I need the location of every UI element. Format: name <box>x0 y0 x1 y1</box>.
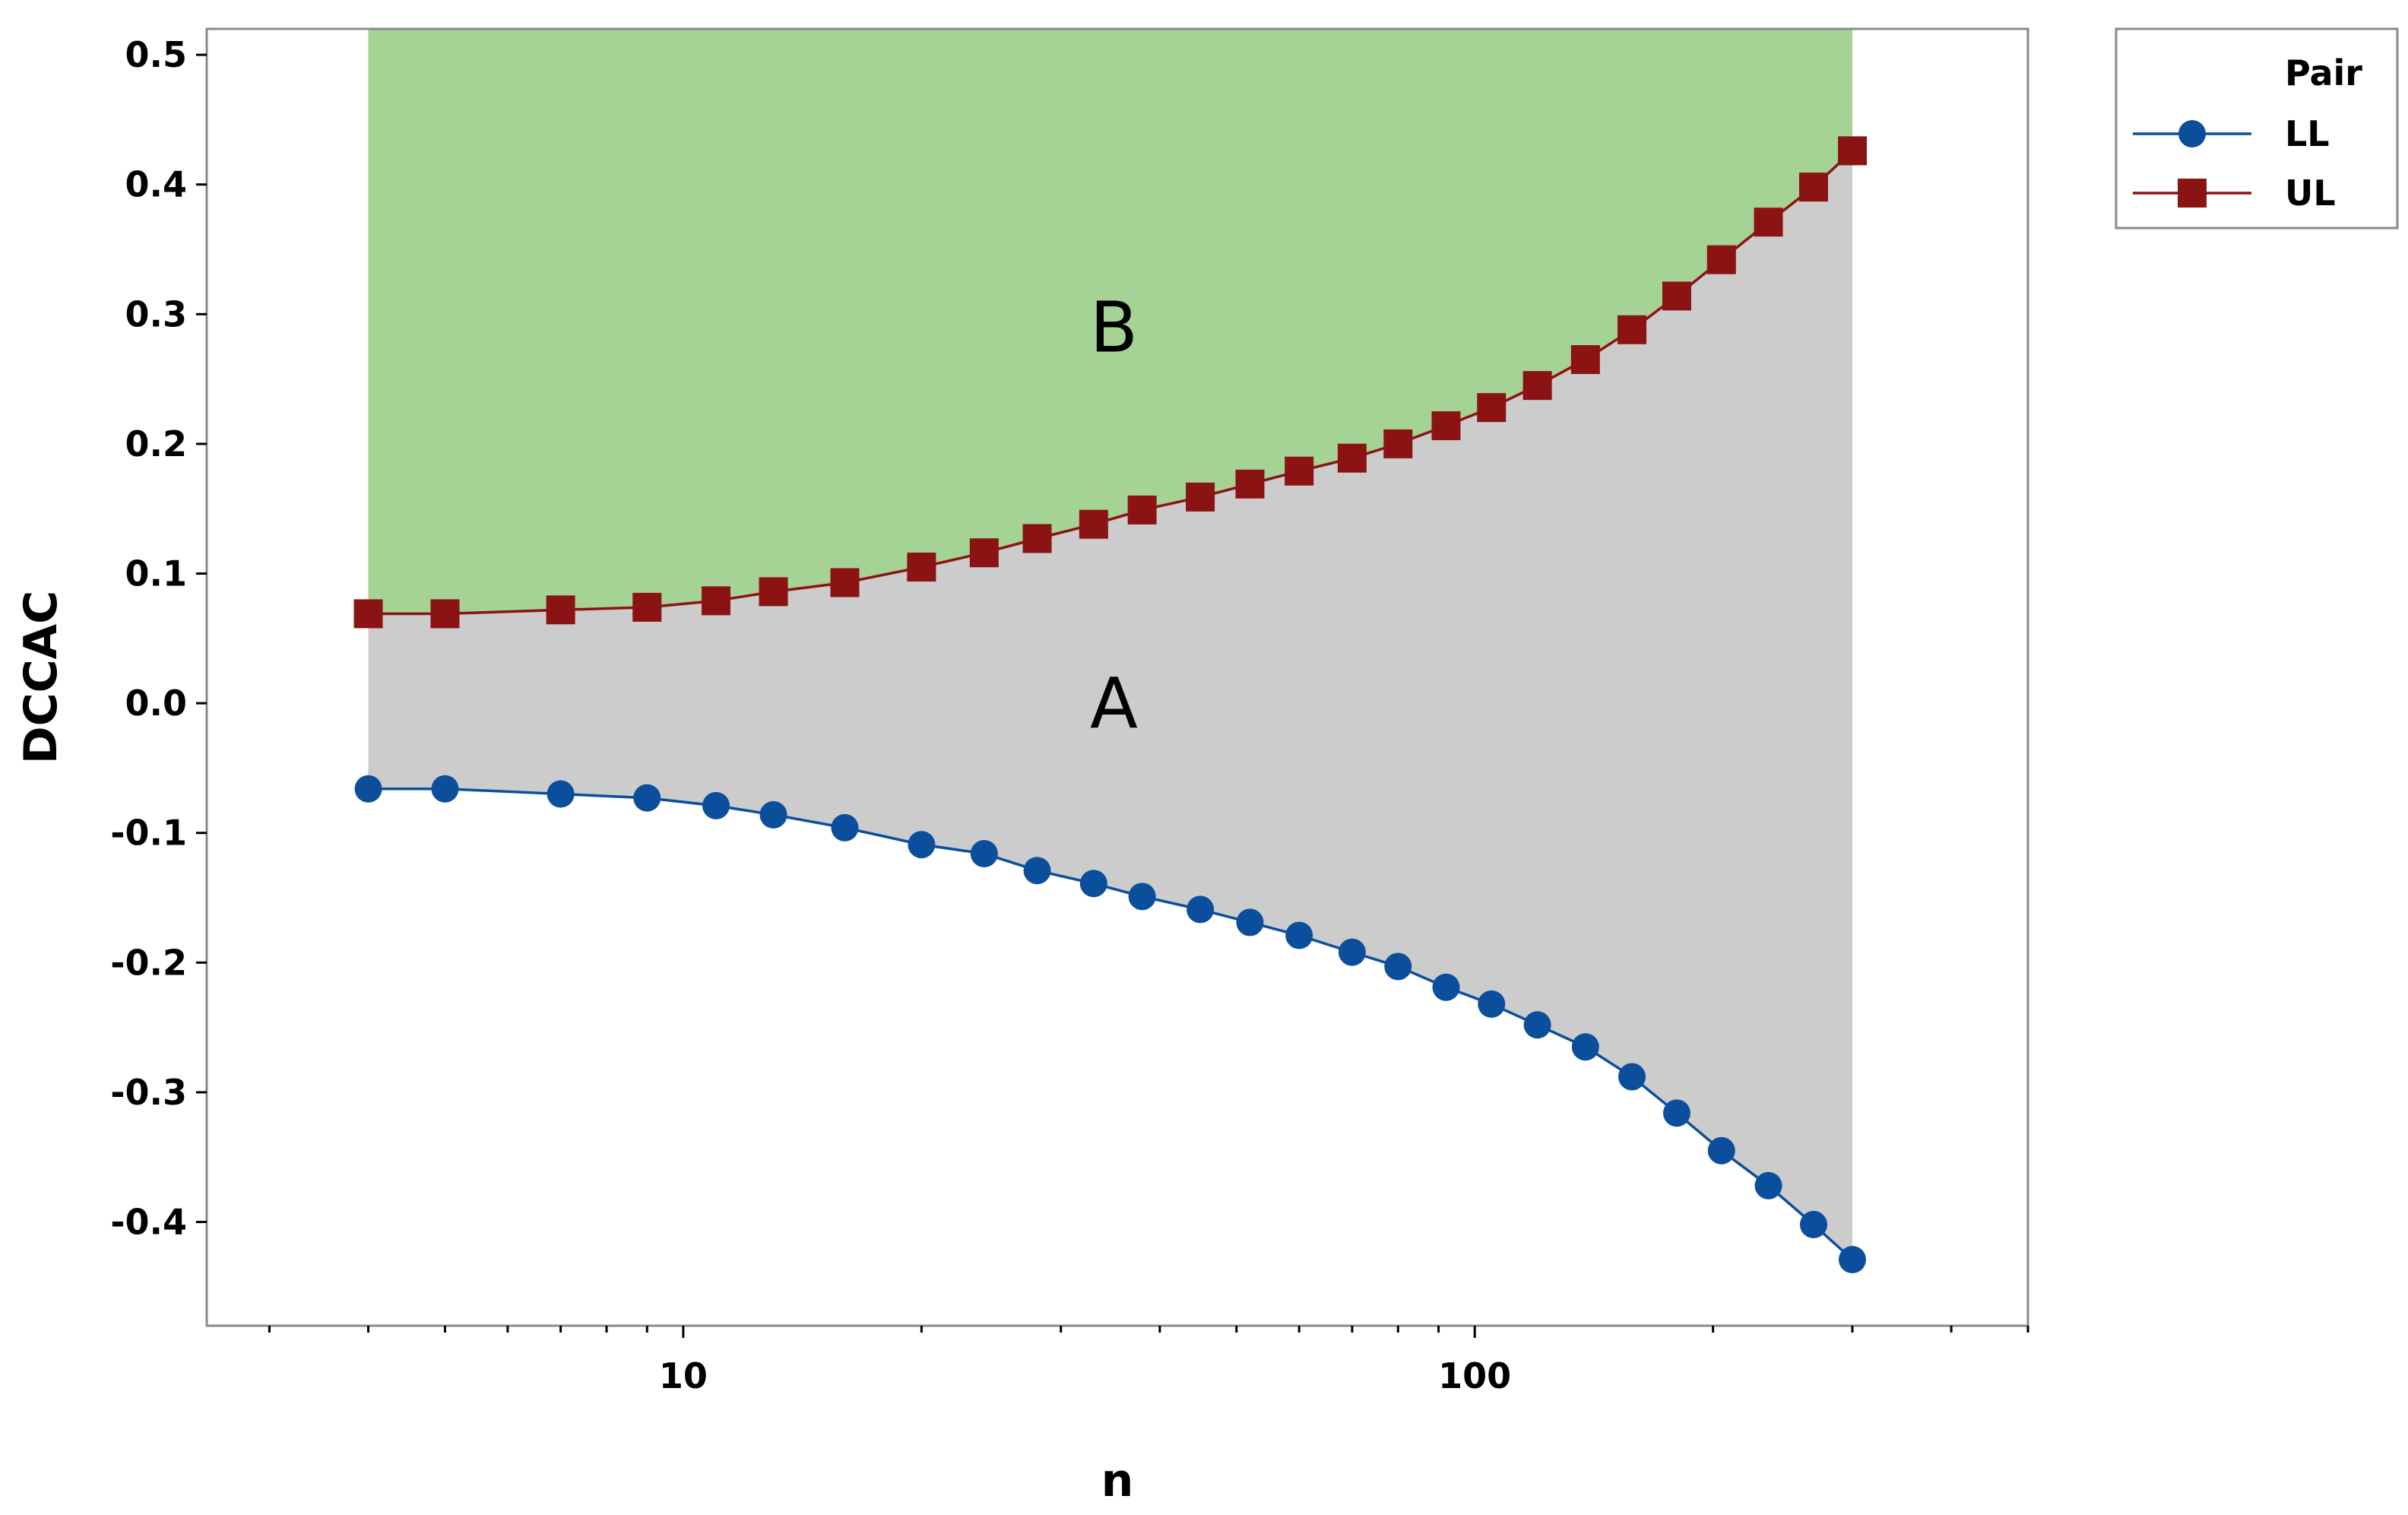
legend-entries: LL UL <box>2133 113 2336 214</box>
legend-label-ul: UL <box>2285 173 2336 214</box>
point-ul <box>1617 315 1647 344</box>
point-ul <box>1798 173 1828 202</box>
y-tick-label: -0.4 <box>110 1202 187 1243</box>
point-ll <box>1079 870 1107 898</box>
x-axis-title: n <box>1101 1454 1134 1507</box>
point-ul <box>1662 281 1691 311</box>
legend-label-ll: LL <box>2285 113 2330 154</box>
point-ll <box>354 775 382 803</box>
region-label-b: B <box>1090 287 1138 368</box>
point-ll <box>831 813 859 841</box>
point-ul <box>1706 245 1736 274</box>
region-b <box>368 29 1852 614</box>
point-ul <box>702 586 731 616</box>
point-ll <box>1478 990 1506 1018</box>
point-ul <box>969 538 999 568</box>
point-ul <box>907 552 936 582</box>
point-ll <box>1384 952 1412 981</box>
point-ll <box>908 831 936 859</box>
legend-box <box>2115 27 2399 230</box>
point-ll <box>1707 1136 1735 1165</box>
shaded-regions <box>368 29 1852 1260</box>
point-ul <box>759 577 788 607</box>
region-labels: BA <box>1090 287 1138 744</box>
point-ul <box>1079 509 1108 539</box>
point-ll <box>1023 857 1051 885</box>
y-axis: 0.5 0.4 0.3 0.2 0.1 0.0 -0.1 -0.2 -0.3 -0.4 <box>110 34 207 1243</box>
point-ul <box>1522 371 1552 401</box>
y-axis-title: DCCAC <box>14 591 68 764</box>
point-ul <box>1337 443 1367 473</box>
point-ul <box>1235 469 1265 499</box>
point-ll <box>1618 1063 1646 1091</box>
point-ll <box>1187 895 1215 924</box>
point-ll <box>1571 1033 1599 1061</box>
x-tick-label: 10 <box>659 1355 708 1396</box>
y-tick-label: -0.1 <box>110 813 187 854</box>
point-ul <box>430 599 460 629</box>
point-ul <box>1837 136 1867 166</box>
point-ll <box>1128 883 1156 911</box>
point-ul <box>1285 456 1314 486</box>
point-ul <box>1022 524 1052 553</box>
point-ll <box>633 784 661 812</box>
point-ll <box>1432 973 1460 1001</box>
point-ul <box>1570 345 1600 375</box>
point-ll <box>1838 1245 1866 1273</box>
point-ul <box>546 595 575 625</box>
point-ll <box>547 780 575 808</box>
x-tick-label: 100 <box>1438 1355 1511 1396</box>
point-ul <box>1383 429 1413 458</box>
point-ll <box>1236 908 1264 937</box>
point-ul <box>1754 208 1783 237</box>
plot-frame <box>205 27 2029 1327</box>
point-ul <box>1431 411 1461 441</box>
legend: Pair LL UL <box>2115 27 2399 230</box>
point-ul <box>830 568 860 597</box>
y-tick-label: 0.2 <box>125 423 188 464</box>
point-ul <box>1127 495 1157 525</box>
point-ll <box>1523 1011 1551 1039</box>
point-ll <box>1285 921 1313 949</box>
y-tick-label: 0.5 <box>125 34 188 75</box>
point-ll <box>759 800 787 829</box>
point-ll <box>1662 1099 1690 1127</box>
series-layer <box>353 136 1867 1273</box>
legend-marker-ll <box>2178 120 2206 147</box>
point-ul <box>1186 482 1215 512</box>
point-ll <box>970 840 998 868</box>
point-ul <box>632 592 662 622</box>
y-tick-label: 0.1 <box>125 553 188 594</box>
y-tick-label: 0.3 <box>125 293 188 334</box>
y-tick-label: -0.2 <box>110 942 187 983</box>
y-tick-label: 0.0 <box>125 683 188 724</box>
point-ll <box>1754 1171 1782 1200</box>
region-label-a: A <box>1090 663 1138 744</box>
legend-title: Pair <box>2285 52 2362 93</box>
point-ll <box>702 791 730 819</box>
legend-marker-ul <box>2178 179 2207 208</box>
y-tick-label: -0.3 <box>110 1072 187 1113</box>
point-ll <box>431 775 459 803</box>
y-tick-label: 0.4 <box>125 164 188 205</box>
point-ul <box>1477 393 1507 423</box>
point-ll <box>1799 1210 1827 1238</box>
point-ll <box>1338 938 1366 966</box>
point-ul <box>353 599 383 629</box>
region-a <box>368 151 1852 1260</box>
x-axis: 10 100 <box>268 1326 2029 1396</box>
